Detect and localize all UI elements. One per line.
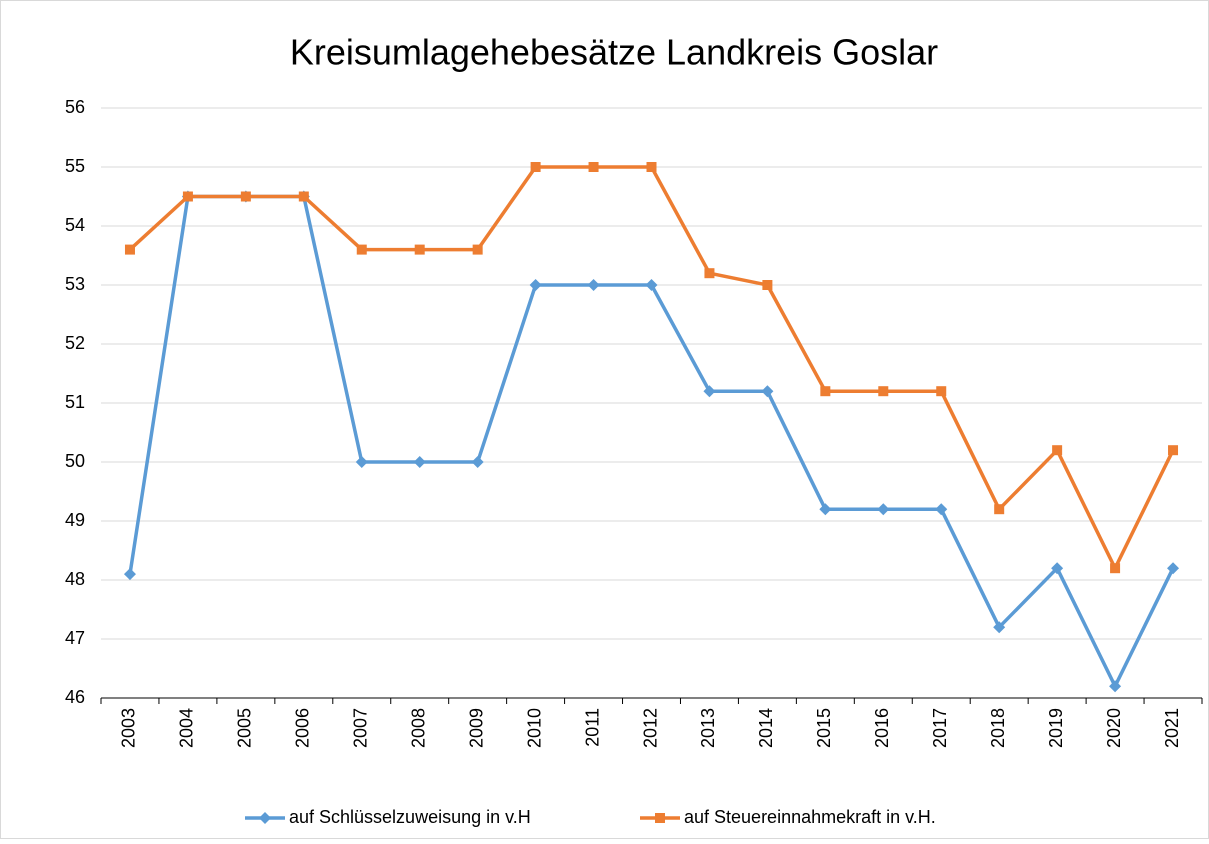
point [936,386,947,397]
point [1052,445,1063,456]
y-tick-label: 51 [65,392,85,412]
point [587,279,600,291]
x-tick-label: 2015 [814,708,834,748]
point [1167,562,1180,575]
y-tick-label: 56 [65,97,85,117]
point [182,191,193,202]
legend-label: auf Steuereinnahmekraft in v.H. [684,807,936,827]
y-tick-label: 52 [65,333,85,353]
x-tick-label: 2005 [235,708,255,748]
point [994,504,1005,515]
point [935,503,948,516]
point [1110,563,1121,574]
point [356,244,367,255]
point [1109,680,1122,693]
x-tick-label: 2018 [988,708,1008,748]
y-tick-label: 46 [65,687,85,707]
x-tick-label: 2019 [1046,708,1066,748]
point [878,386,889,397]
point [588,162,599,172]
x-tick-label: 2007 [351,708,371,748]
point [1051,562,1064,575]
y-tick-label: 48 [65,569,85,589]
x-tick-label: 2014 [756,708,776,748]
point [703,385,716,398]
point [298,191,309,202]
point [645,279,658,291]
y-tick-label: 55 [65,156,85,176]
point [124,244,135,255]
y-tick-label: 50 [65,451,85,471]
point [355,456,368,468]
point [704,268,715,279]
point [761,385,774,398]
chart-title: Kreisumlagehebesätze Landkreis Goslar [290,32,938,73]
x-tick-label: 2004 [177,708,197,748]
legend-marker [655,813,665,823]
x-tick-label: 2013 [698,708,718,748]
point [820,386,831,397]
point [123,568,136,581]
point [877,503,890,516]
point [413,456,426,468]
x-tick-label: 2016 [872,708,892,748]
point [819,503,832,516]
point [240,191,251,202]
x-tick-label: 2012 [640,708,660,748]
point [471,456,484,468]
y-tick-label: 53 [65,274,85,294]
point [993,621,1006,634]
y-tick-label: 54 [65,215,85,235]
legend-label: auf Schlüsselzuweisung in v.H [289,807,531,827]
x-tick-label: 2009 [466,708,486,748]
x-tick-label: 2011 [582,708,602,747]
point [472,244,483,255]
x-tick-label: 2021 [1162,708,1182,748]
point [1168,445,1179,456]
x-tick-label: 2006 [293,708,313,748]
y-tick-label: 49 [65,510,85,530]
x-tick-label: 2008 [408,708,428,748]
x-tick-label: 2017 [930,708,950,748]
x-tick-label: 2020 [1104,708,1124,748]
point [762,280,773,290]
x-tick-label: 2010 [524,708,544,748]
point [414,244,425,255]
point [530,162,541,172]
legend-marker [259,812,271,824]
point [529,279,542,291]
x-tick-label: 2003 [119,708,139,748]
y-tick-label: 47 [65,628,85,648]
point [646,162,657,172]
